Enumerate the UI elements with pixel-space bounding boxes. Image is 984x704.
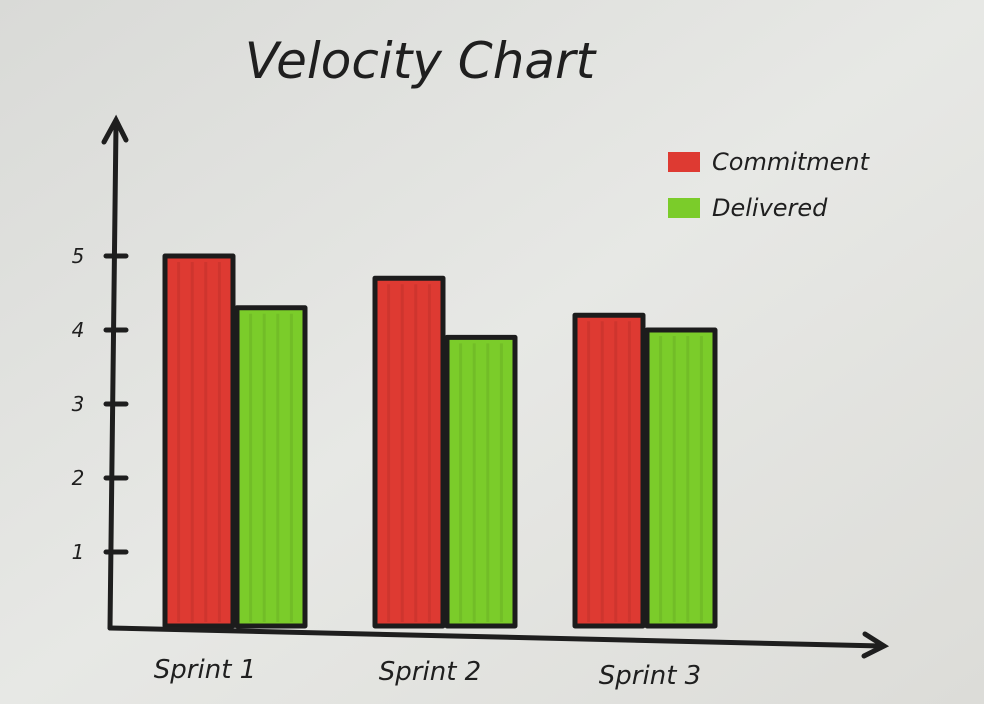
bar-delivered-2: [444, 334, 518, 629]
y-axis: [107, 122, 119, 631]
bar-commitment-2: [372, 275, 446, 629]
x-axis-arrowhead: [861, 631, 890, 659]
y-tick-label: 1: [72, 540, 85, 564]
y-tick-label: 4: [72, 318, 85, 342]
bar-commitment-1: [162, 253, 236, 629]
y-ticks-group: 1 2 3 4 5: [72, 244, 129, 564]
bar-commitment-3: [572, 312, 646, 629]
y-axis-arrowhead: [101, 114, 129, 145]
category-label: Sprint 2: [379, 657, 481, 687]
legend-label-delivered: Delivered: [712, 194, 828, 222]
bar-delivered-3: [644, 327, 718, 629]
legend-swatch-delivered: [668, 198, 700, 218]
category-label: Sprint 1: [154, 655, 256, 685]
bars-group: [162, 253, 718, 629]
axes: [101, 114, 890, 659]
chart-title: Velocity Chart: [245, 32, 598, 90]
y-tick-label: 5: [72, 244, 85, 268]
category-label: Sprint 3: [599, 661, 701, 691]
legend: Commitment Delivered: [668, 148, 871, 222]
y-tick-label: 3: [72, 392, 85, 416]
legend-label-commitment: Commitment: [712, 148, 871, 176]
category-labels-group: Sprint 1 Sprint 2 Sprint 3: [154, 655, 701, 691]
bar-delivered-1: [234, 305, 308, 629]
y-tick-label: 2: [72, 466, 85, 490]
legend-swatch-commitment: [668, 152, 700, 172]
x-axis: [107, 625, 885, 649]
